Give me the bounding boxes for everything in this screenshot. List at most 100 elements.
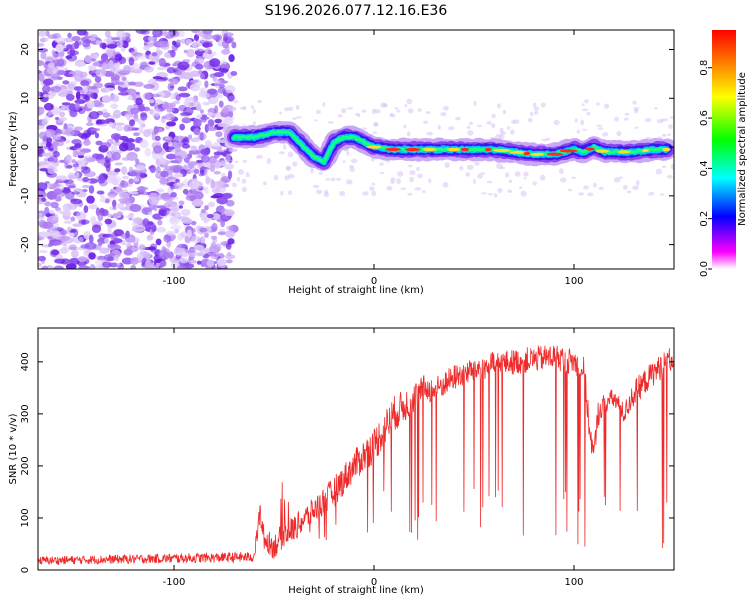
noise-blob [466,125,471,130]
noise-blob [592,182,597,188]
noise-blob [112,206,117,210]
noise-blob [379,162,384,166]
noise-blob [44,206,50,215]
noise-blob [114,162,123,166]
noise-blob [88,111,100,120]
snr-x-label: Height of straight line (km) [288,585,424,596]
noise-blob [50,201,59,209]
noise-blob [164,136,173,141]
noise-blob [150,82,160,91]
noise-blob [153,145,163,154]
noise-blob [105,87,115,92]
noise-blob [469,121,474,126]
noise-blob [225,153,231,162]
noise-blob [160,170,169,178]
noise-blob [177,86,188,92]
ridge-peak [595,149,610,153]
noise-blob [390,177,396,182]
noise-blob [112,238,123,244]
noise-blob [179,257,189,264]
noise-blob [159,157,167,164]
noise-blob [68,184,77,189]
noise-blob [407,192,413,196]
noise-blob [69,257,80,265]
noise-blob [162,102,174,110]
noise-blob [228,95,236,101]
noise-blob [99,42,107,49]
noise-blob [583,99,589,104]
ridge-peak [618,150,631,154]
noise-blob [648,191,655,196]
ridge-peak [559,149,578,153]
noise-blob [153,102,159,111]
noise-blob [43,94,48,98]
noise-blob [225,230,236,238]
noise-blob [44,115,50,123]
noise-blob [75,211,87,221]
noise-blob [192,136,201,143]
ridge-peak [530,152,545,156]
spectrogram-y-ticks: -20 -10 0 10 20 [20,43,674,253]
noise-blob [169,93,176,100]
noise-blob [226,116,235,121]
noise-blob [40,51,47,60]
noise-blob [322,102,326,108]
noise-blob [162,31,174,36]
noise-blob [371,108,377,114]
noise-blob [152,30,163,38]
noise-blob [219,80,228,84]
noise-blob [374,121,378,127]
ridge-peak [404,147,421,152]
noise-blob [133,81,144,87]
noise-blob [199,249,206,253]
noise-blob [92,265,105,269]
noise-blob [128,119,136,127]
noise-blob [170,215,178,223]
noise-blob [560,177,567,183]
ridge-peak [662,147,671,152]
noise-blob [91,53,99,59]
noise-blob [205,176,211,185]
noise-blob [61,102,71,106]
noise-blob [82,85,89,93]
spectrogram-ridge [224,120,674,172]
noise-blob [158,58,166,66]
noise-blob [668,124,673,130]
noise-blob [280,190,284,196]
noise-blob [532,181,538,186]
noise-blob [94,220,102,225]
noise-blob [107,225,112,234]
noise-blob [148,196,160,206]
noise-blob [86,195,95,204]
noise-blob [126,245,139,253]
noise-blob [67,32,72,39]
noise-blob [124,142,136,151]
noise-blob [200,154,210,163]
noise-blob [644,118,652,123]
noise-blob [182,217,193,225]
noise-blob [66,44,73,50]
noise-blob [50,91,57,97]
noise-blob [310,167,314,174]
noise-blob [83,170,96,178]
noise-blob [38,124,45,130]
noise-blob [91,224,102,233]
noise-blob [199,87,208,94]
noise-blob [129,169,141,177]
noise-blob [217,231,227,236]
noise-blob [314,119,318,122]
noise-blob [105,198,110,204]
noise-blob [171,40,177,46]
noise-blob [47,236,54,240]
noise-blob [199,131,204,141]
noise-blob [632,100,637,105]
noise-blob [137,185,146,195]
noise-blob [242,159,248,163]
noise-blob [54,116,60,120]
noise-blob [397,171,404,177]
noise-blob [88,66,97,71]
noise-blob [57,118,65,123]
colorbar-gradient [712,30,736,269]
noise-blob [514,171,521,177]
noise-blob [73,143,82,149]
